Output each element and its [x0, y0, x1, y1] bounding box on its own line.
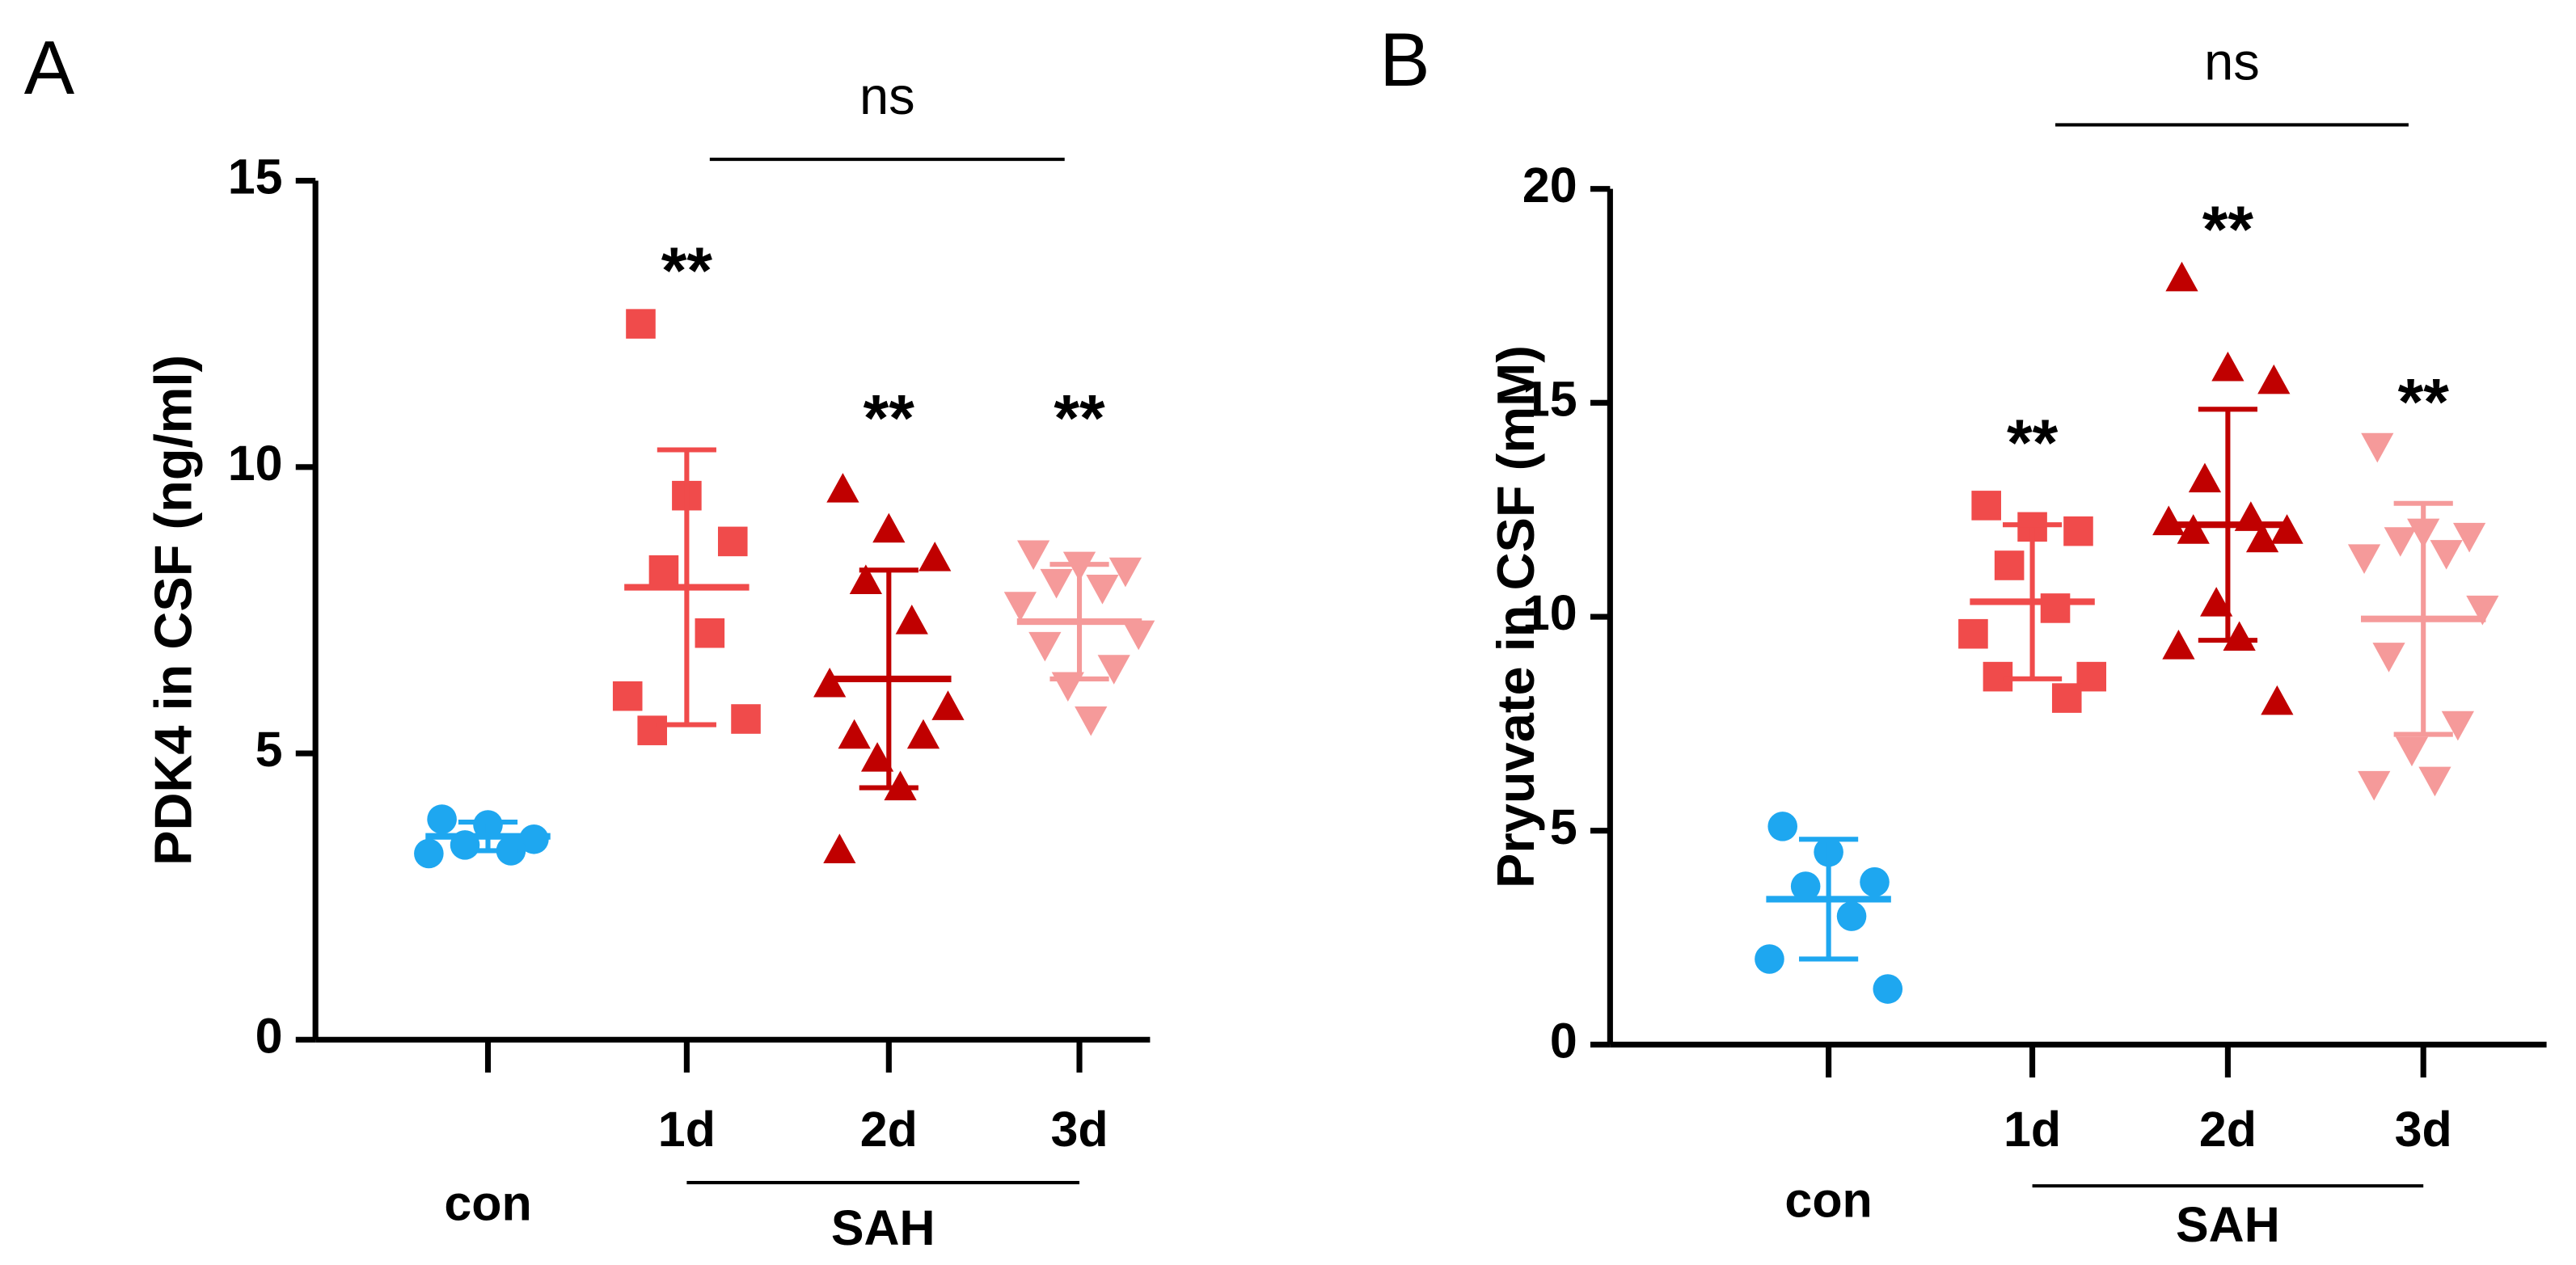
group-label: SAH	[831, 1200, 935, 1255]
group-label: SAH	[2176, 1197, 2280, 1252]
data-point	[2063, 516, 2093, 546]
data-point	[717, 526, 748, 557]
data-point	[1994, 550, 2025, 580]
data-point	[1755, 944, 1784, 974]
y-axis-label: PDK4 in CSF (ng/ml)	[144, 355, 203, 866]
data-point	[731, 704, 761, 734]
data-point	[414, 838, 444, 869]
chart-panel: A 0 5 10 15 PDK4 in CSF (ng/ml) con 1d 2d 3d ** ** *…	[24, 25, 1155, 1255]
data-point	[1109, 557, 1142, 588]
data-point	[2223, 621, 2256, 651]
data-point	[2211, 351, 2244, 382]
data-point	[2395, 736, 2429, 767]
data-point	[1873, 974, 1903, 1004]
data-point	[695, 618, 725, 648]
x-tick-label: 1d	[658, 1102, 716, 1157]
significance-label: **	[2007, 407, 2059, 480]
data-point	[1767, 812, 1798, 841]
data-point	[895, 605, 928, 635]
data-point	[2257, 364, 2291, 394]
x-tick-label: 2d	[860, 1102, 918, 1157]
comparison-label: ns	[2204, 32, 2260, 91]
chart-panel: B 0 5 10 15 20 Pryuvate in CSF (mM) con 1d 2d 3d **…	[1379, 17, 2547, 1252]
data-point	[838, 719, 871, 749]
data-point	[1086, 575, 1119, 605]
data-point	[1122, 620, 1155, 651]
y-tick-label: 5	[255, 722, 283, 777]
data-point	[637, 715, 667, 745]
significance-label: **	[2202, 193, 2254, 267]
x-tick-label: con	[1784, 1173, 1872, 1228]
data-point	[813, 667, 847, 698]
y-tick-label: 15	[1522, 371, 1577, 426]
data-point	[2188, 462, 2222, 493]
data-point	[1028, 631, 1062, 662]
data-point	[2261, 685, 2294, 715]
y-tick-label: 5	[1550, 799, 1577, 854]
data-point	[1860, 867, 1890, 897]
data-point	[1003, 592, 1037, 622]
significance-label: **	[661, 234, 713, 308]
data-point	[872, 512, 906, 543]
data-point	[1017, 540, 1050, 571]
data-point	[1958, 618, 1988, 649]
y-tick-label: 15	[228, 150, 283, 205]
data-point	[612, 681, 643, 711]
data-point	[1075, 706, 1108, 736]
data-point	[2162, 630, 2195, 660]
x-tick-label: 3d	[2395, 1102, 2452, 1157]
data-point	[1790, 871, 1821, 901]
data-point	[2441, 711, 2474, 741]
data-point	[2040, 593, 2071, 623]
data-point	[648, 555, 679, 585]
figure-body: A 0 5 10 15 PDK4 in CSF (ng/ml) con 1d 2d 3d ** ** *…	[24, 17, 2547, 1255]
significance-label: **	[1054, 382, 1105, 456]
data-point	[626, 309, 656, 339]
data-point	[427, 804, 457, 834]
significance-label: **	[2398, 365, 2450, 439]
data-point	[918, 542, 952, 571]
data-point	[2245, 522, 2279, 553]
data-point	[2361, 432, 2394, 463]
data-point	[823, 833, 856, 863]
x-tick-label: con	[444, 1176, 531, 1231]
data-point	[2347, 544, 2381, 574]
y-tick-label: 0	[255, 1008, 283, 1063]
data-point	[1097, 655, 1130, 685]
data-point	[2165, 261, 2198, 292]
data-point	[2430, 540, 2463, 570]
data-point	[860, 742, 894, 772]
data-point	[2152, 505, 2185, 536]
x-tick-label: 1d	[2004, 1102, 2061, 1157]
x-tick-label: 3d	[1050, 1102, 1108, 1157]
data-point	[849, 564, 882, 595]
comparison-label: ns	[859, 66, 915, 125]
data-point	[2200, 587, 2233, 617]
y-tick-label: 0	[1550, 1013, 1577, 1068]
y-tick-label: 10	[228, 436, 283, 491]
data-point	[906, 719, 940, 749]
data-point	[1836, 901, 1867, 931]
data-point	[2466, 595, 2499, 626]
panel-label: A	[24, 25, 75, 110]
data-point	[1040, 568, 1073, 599]
panel-label: B	[1379, 17, 1429, 102]
data-point	[2452, 522, 2486, 553]
x-tick-label: 2d	[2199, 1102, 2257, 1157]
data-point	[1971, 491, 2001, 521]
data-point	[2358, 770, 2391, 801]
data-point	[931, 690, 965, 720]
significance-label: **	[864, 382, 915, 456]
data-point	[2372, 643, 2405, 673]
y-tick-label: 10	[1522, 585, 1577, 640]
y-axis-label: Pryuvate in CSF (mM)	[1486, 345, 1545, 888]
data-point	[2051, 683, 2082, 713]
data-point	[2418, 766, 2451, 797]
y-tick-label: 20	[1522, 158, 1577, 213]
data-point	[2384, 527, 2417, 557]
data-point	[2177, 514, 2210, 544]
data-point	[2270, 514, 2304, 544]
data-point	[826, 473, 859, 503]
